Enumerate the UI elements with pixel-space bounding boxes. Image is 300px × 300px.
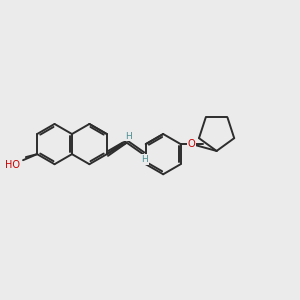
Text: O: O	[188, 139, 196, 149]
Text: HO: HO	[5, 160, 20, 170]
Text: H: H	[141, 155, 148, 164]
Text: H: H	[125, 132, 132, 141]
